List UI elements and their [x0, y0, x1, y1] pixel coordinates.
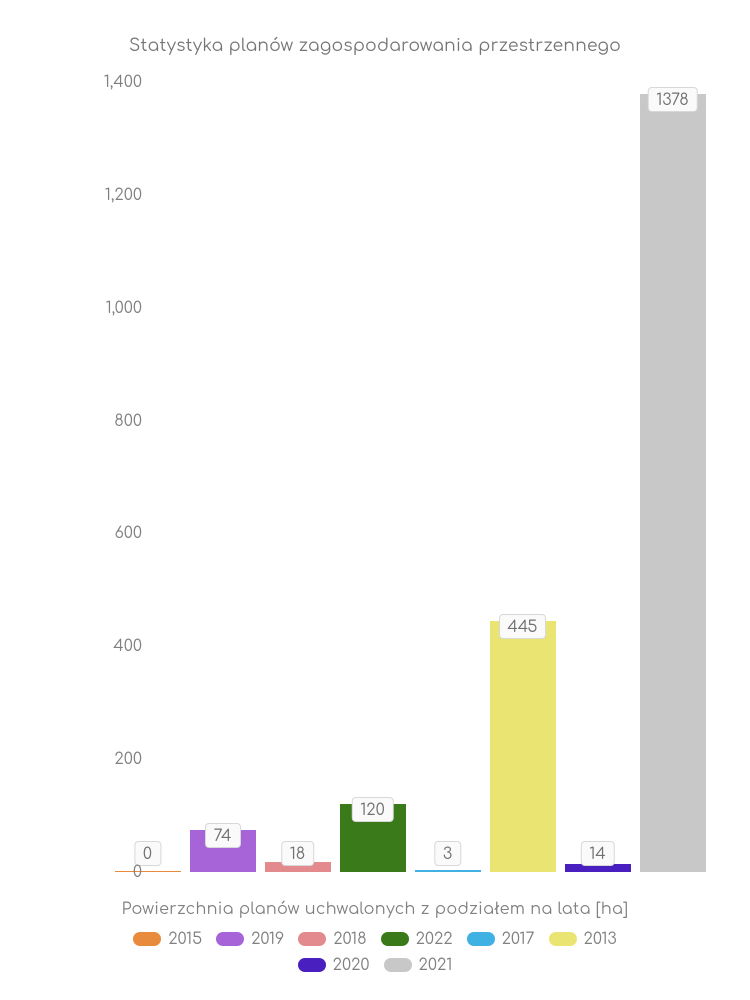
y-tick-label: 1,200	[105, 186, 142, 204]
x-axis-label: Powierzchnia planów uchwalonych z podzia…	[0, 900, 750, 918]
legend-swatch	[381, 932, 409, 946]
legend-row: 2015 2019 2018 2022 2017 2013	[0, 926, 750, 952]
legend-item: 2015	[133, 926, 202, 952]
legend-label: 2022	[416, 926, 453, 952]
legend-item: 2013	[549, 926, 617, 952]
legend-swatch	[133, 932, 161, 946]
plot-area: 074181203445141378	[110, 82, 710, 872]
bar-value-label: 1378	[647, 87, 698, 112]
legend: 2015 2019 2018 2022 2017 2013 2020 2021	[0, 926, 750, 978]
y-tick-label: 1,400	[104, 73, 142, 91]
legend-row: 2020 2021	[0, 952, 750, 978]
legend-item: 2017	[467, 926, 535, 952]
legend-label: 2018	[333, 926, 366, 952]
y-tick-label: 800	[114, 412, 142, 430]
legend-swatch	[384, 958, 412, 972]
chart-title: Statystyka planów zagospodarowania przes…	[0, 36, 750, 55]
y-tick-label: 0	[133, 863, 142, 881]
legend-label: 2019	[251, 926, 284, 952]
bar-value-label: 14	[580, 841, 614, 866]
legend-label: 2013	[584, 926, 617, 952]
legend-item: 2022	[381, 926, 453, 952]
bar-value-label: 445	[499, 614, 547, 639]
bar-value-label: 120	[351, 797, 393, 822]
legend-item: 2019	[216, 926, 284, 952]
y-tick-label: 600	[114, 524, 142, 542]
bar-value-label: 18	[281, 841, 315, 866]
legend-item: 2020	[298, 952, 370, 978]
bar	[115, 871, 181, 872]
legend-label: 2015	[168, 926, 202, 952]
bar	[640, 94, 706, 872]
chart-container: Statystyka planów zagospodarowania przes…	[0, 0, 750, 1000]
bar-value-label: 74	[204, 823, 240, 848]
legend-swatch	[549, 932, 577, 946]
legend-swatch	[298, 958, 326, 972]
legend-label: 2020	[333, 952, 370, 978]
y-tick-label: 200	[114, 750, 142, 768]
legend-item: 2021	[384, 952, 453, 978]
legend-item: 2018	[298, 926, 366, 952]
legend-swatch	[467, 932, 495, 946]
y-tick-label: 1,000	[106, 299, 142, 317]
legend-swatch	[216, 932, 244, 946]
legend-label: 2017	[502, 926, 535, 952]
y-tick-label: 400	[113, 637, 142, 655]
bar	[415, 870, 481, 872]
legend-label: 2021	[419, 952, 453, 978]
legend-swatch	[298, 932, 326, 946]
bar	[490, 621, 556, 872]
bar-value-label: 3	[434, 841, 461, 866]
